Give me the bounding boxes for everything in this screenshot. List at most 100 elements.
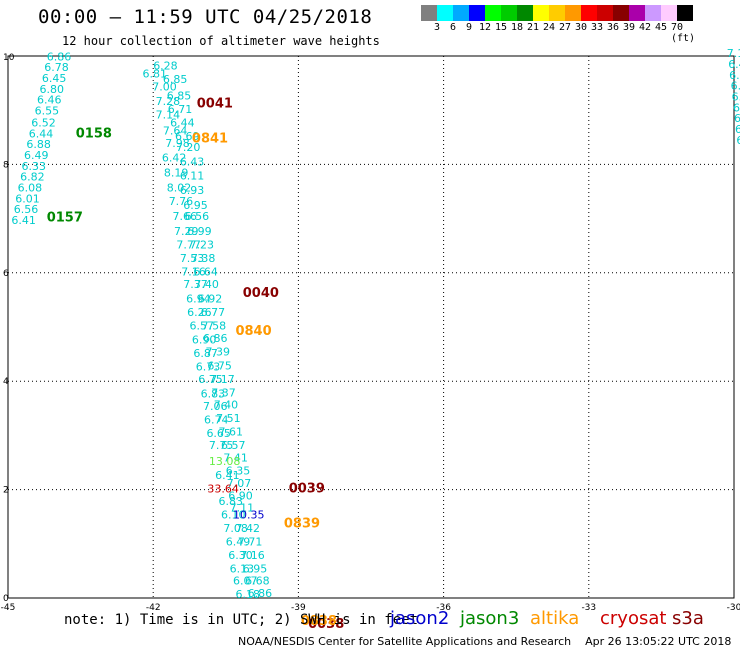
color-swatch [501,5,517,21]
wave-height-label: 6.63 [734,112,740,125]
color-swatch [597,5,613,21]
wave-height-label: 6.46 [37,94,62,107]
color-swatch [533,5,549,21]
wave-height-label: 6.85 [163,73,188,86]
satellite-legend-altika: altika [530,608,580,629]
wave-height-label: 6.50 [731,80,740,93]
x-tick-label: -33 [581,603,596,613]
wave-height-label: 6.68 [245,574,270,587]
satellite-legend-jason2: jason2 [390,608,450,629]
wave-height-label: 6.64 [193,266,218,279]
color-scale-label: 9 [465,22,473,33]
wave-height-label: 7.14 [156,108,181,121]
wave-height-label: 7.11 [230,501,255,514]
y-tick-label: 4 [3,377,9,387]
wave-height-label: 6.75 [207,359,232,372]
color-scale-label: 3 [433,22,441,33]
satellite-legend-jason3: jason3 [460,608,520,629]
color-swatch [517,5,533,21]
wave-height-label: 6.57 [221,439,246,452]
wave-height-label: 6.56 [185,210,210,223]
color-swatch [677,5,693,21]
wave-height-label: 6.95 [183,199,208,212]
wave-height-label: 6.42 [733,101,740,114]
wave-height-label: 6.90 [228,489,253,502]
wave-height-label: 7.07 [227,477,252,490]
wave-height-label: 7.00 [152,81,177,94]
wave-height-label: 6.65 [206,427,231,440]
wave-height-label: 6.99 [187,225,212,238]
wave-height-label: 6.35 [729,69,740,82]
color-scale-label: 18 [510,22,524,33]
wave-height-label: 6.44 [170,116,195,129]
wave-height-label: 6.73 [196,360,221,373]
pass-time-label: 0840 [235,324,271,339]
wave-height-label: 7.51 [216,412,241,425]
color-scale-legend [421,5,693,21]
wave-height-label: 6.18 [235,588,259,601]
color-scale-label: 21 [526,22,540,33]
wave-height-label: 6.41 [11,214,36,227]
color-swatch [629,5,645,21]
color-swatch [645,5,661,21]
wave-height-label: 6.42 [162,152,187,165]
color-scale-label: 39 [622,22,636,33]
color-scale-label: 42 [638,22,652,33]
color-swatch [549,5,565,21]
wave-height-label: 7.40 [194,278,219,291]
color-scale-label: 36 [606,22,620,33]
wave-height-label: 8.19 [164,166,189,179]
wave-height-label: 6.47 [735,123,740,136]
chart-subtitle: 12 hour collection of altimeter wave hei… [62,34,380,48]
wave-height-label: 6.83 [219,495,244,508]
color-swatch [581,5,597,21]
wave-height-label: 6.77 [201,306,226,319]
wave-height-label: 7.29 [174,225,199,238]
wave-height-label: 8.02 [167,182,192,195]
wave-height-label: 6.10 [221,508,246,521]
pass-time-label: 0041 [197,96,233,111]
satellite-legend-cryosat: cryosat [600,608,667,629]
wave-height-label: 13.08 [209,455,241,468]
wave-height-label: 10.35 [233,508,265,521]
wave-height-label: 6.01 [15,192,40,205]
wave-height-label: 6.57 [732,90,740,103]
wave-height-label: 6.49 [226,535,251,548]
wave-height-label: 7.61 [219,425,244,438]
wave-height-label: 6.57 [190,320,215,333]
x-tick-label: -45 [1,603,16,613]
wave-height-label: 33.64 [207,482,239,495]
wave-height-label: 6.74 [736,134,740,147]
pass-time-label: 0158 [76,126,112,141]
wave-height-label: 6.44 [29,127,54,140]
wave-height-label: 6.81 [143,68,168,81]
wave-height-label: 6.41 [215,469,240,482]
wave-height-label: 6.55 [35,105,60,118]
wave-height-label: 6.82 [20,171,44,184]
wave-height-label: 7.38 [191,252,216,265]
satellite-legend-s3a: s3a [672,608,704,629]
x-tick-label: -39 [291,603,306,613]
wave-height-label: 7.08 [223,522,248,535]
wave-height-label: 6.83 [201,387,226,400]
x-tick-label: -30 [727,603,740,613]
wave-height-label: 7.41 [223,451,248,464]
color-scale-label: 33 [590,22,604,33]
wave-height-label: 6.35 [226,464,251,477]
wave-height-label: 6.93 [180,184,205,197]
wave-height-label: 6.49 [24,149,49,162]
y-tick-label: 2 [3,486,9,496]
wave-height-label: 6.43 [180,155,205,168]
wave-height-label: 7.76 [169,195,194,208]
wave-height-label: 7.39 [205,346,230,359]
y-tick-label: 0 [3,594,9,604]
pass-time-label: 0841 [192,132,228,147]
wave-height-label: 6.28 [153,60,178,73]
wave-height-label: 6.75 [198,373,223,386]
y-tick-label: 6 [3,269,9,279]
color-scale-label: 6 [449,22,457,33]
color-scale-label: 45 [654,22,668,33]
color-scale-label: 24 [542,22,556,33]
color-scale-label: 12 [478,22,492,33]
wave-height-label: 6.48 [728,58,740,71]
